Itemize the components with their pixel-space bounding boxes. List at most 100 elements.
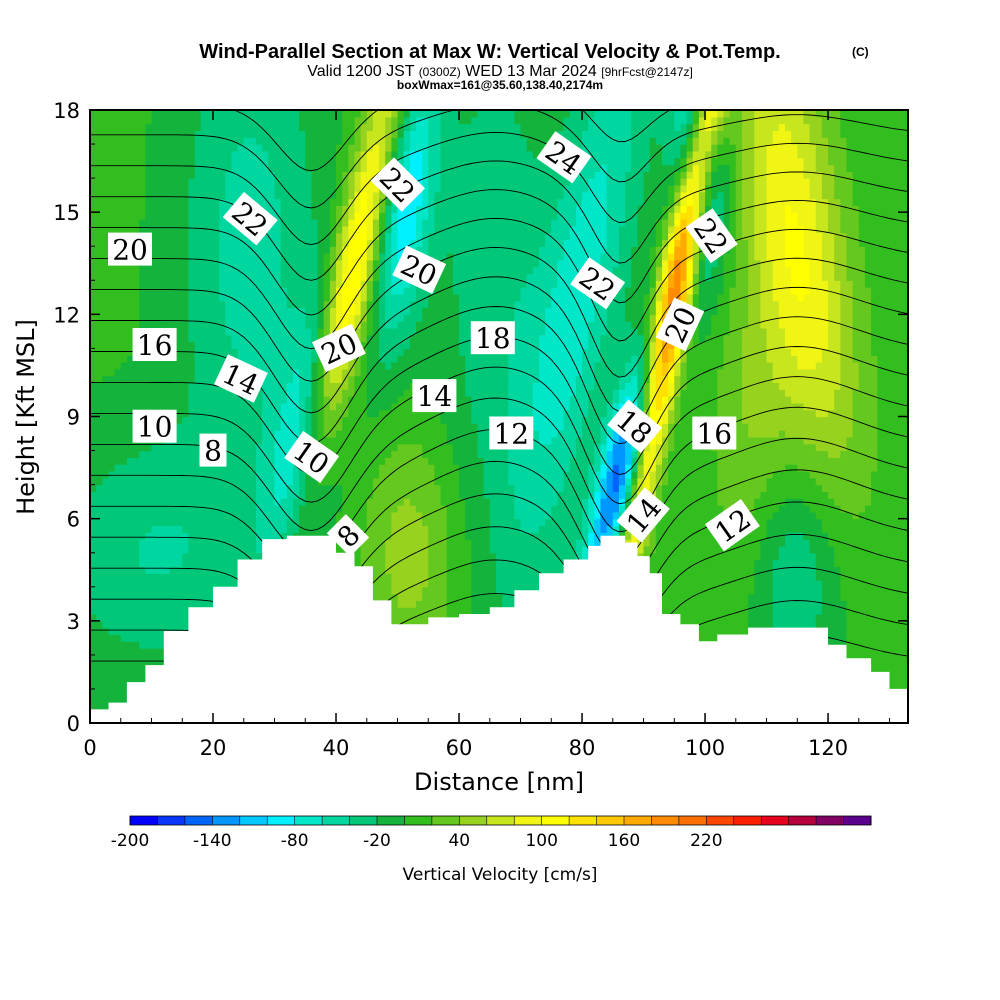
velocity-cell [237, 477, 245, 486]
velocity-cell [618, 525, 626, 533]
velocity-cell [379, 586, 386, 595]
velocity-cell [139, 641, 146, 649]
velocity-cell [299, 470, 306, 479]
velocity-cell [102, 559, 110, 567]
velocity-cell [489, 593, 497, 601]
velocity-cell [557, 505, 565, 513]
velocity-cell [139, 648, 146, 656]
velocity-cell [889, 614, 897, 622]
velocity-cell [422, 600, 429, 608]
velocity-cell [90, 634, 97, 642]
velocity-cell [735, 566, 743, 574]
velocity-cell [477, 518, 485, 527]
velocity-cell [176, 545, 183, 554]
velocity-cell [292, 464, 300, 472]
velocity-cell [508, 484, 515, 493]
velocity-cell [661, 573, 669, 581]
velocity-cell [717, 477, 725, 486]
velocity-cell [741, 586, 749, 595]
velocity-cell [600, 484, 608, 493]
velocity-cell [176, 573, 183, 581]
velocity-cell [151, 648, 159, 656]
velocity-cell [877, 545, 884, 554]
velocity-cell [668, 518, 675, 527]
velocity-cell [692, 498, 700, 506]
velocity-cell [846, 552, 854, 561]
velocity-cell [90, 641, 97, 649]
velocity-cell [735, 600, 743, 608]
velocity-cell [213, 477, 220, 486]
velocity-cell [889, 470, 897, 479]
velocity-cell [120, 566, 128, 574]
velocity-cell [126, 668, 134, 676]
velocity-cell [157, 464, 165, 472]
velocity-cell [280, 470, 288, 479]
velocity-cell [883, 498, 891, 506]
velocity-cell [495, 539, 503, 547]
velocity-cell [502, 573, 509, 581]
velocity-cell [532, 532, 540, 540]
velocity-cell [434, 559, 442, 567]
velocity-cell [194, 470, 202, 479]
velocity-cell [120, 675, 128, 683]
velocity-cell [440, 498, 448, 506]
velocity-cell [329, 470, 337, 479]
velocity-cell [883, 525, 891, 533]
velocity-cell [188, 484, 196, 493]
velocity-cell [342, 484, 349, 493]
velocity-cell [877, 586, 884, 595]
velocity-cell [532, 511, 540, 520]
velocity-cell [206, 573, 214, 581]
velocity-cell [637, 477, 645, 486]
velocity-cell [452, 593, 460, 601]
velocity-cell [895, 545, 903, 554]
velocity-cell [96, 620, 103, 629]
velocity-cell [188, 470, 196, 479]
velocity-cell [563, 525, 571, 533]
velocity-cell [274, 484, 282, 493]
velocity-cell [422, 505, 429, 513]
velocity-cell [422, 518, 429, 527]
velocity-cell [133, 654, 140, 663]
velocity-cell [729, 498, 737, 506]
velocity-cell [274, 477, 282, 486]
velocity-cell [194, 559, 202, 567]
velocity-cell [342, 498, 349, 506]
velocity-cell [403, 573, 411, 581]
velocity-cell [674, 518, 682, 527]
velocity-cell [249, 491, 257, 499]
velocity-cell [434, 525, 442, 533]
velocity-cell [803, 518, 811, 527]
velocity-cell [133, 648, 140, 656]
velocity-cell [182, 579, 190, 588]
velocity-cell [243, 545, 251, 554]
velocity-cell [508, 586, 515, 595]
velocity-cell [489, 539, 497, 547]
velocity-cell [262, 464, 269, 472]
velocity-cell [858, 532, 866, 540]
velocity-cell [434, 518, 442, 527]
velocity-cell [778, 545, 786, 554]
velocity-cell [133, 586, 140, 595]
velocity-cell [754, 614, 761, 622]
velocity-cell [90, 525, 97, 533]
velocity-cell [139, 627, 146, 636]
velocity-cell [422, 477, 429, 486]
velocity-cell [292, 470, 300, 479]
velocity-cell [729, 607, 737, 615]
velocity-cell [342, 464, 349, 472]
velocity-cell [176, 600, 183, 608]
velocity-cell [471, 600, 479, 608]
velocity-cell [520, 539, 528, 547]
velocity-cell [415, 511, 423, 520]
velocity-cell [459, 532, 466, 540]
velocity-cell [311, 518, 319, 527]
velocity-cell [569, 532, 577, 540]
velocity-cell [397, 573, 405, 581]
velocity-cell [237, 464, 245, 472]
velocity-cell [108, 586, 116, 595]
velocity-cell [711, 477, 718, 486]
velocity-cell [360, 525, 368, 533]
velocity-cell [883, 620, 891, 629]
velocity-cell [90, 552, 97, 561]
